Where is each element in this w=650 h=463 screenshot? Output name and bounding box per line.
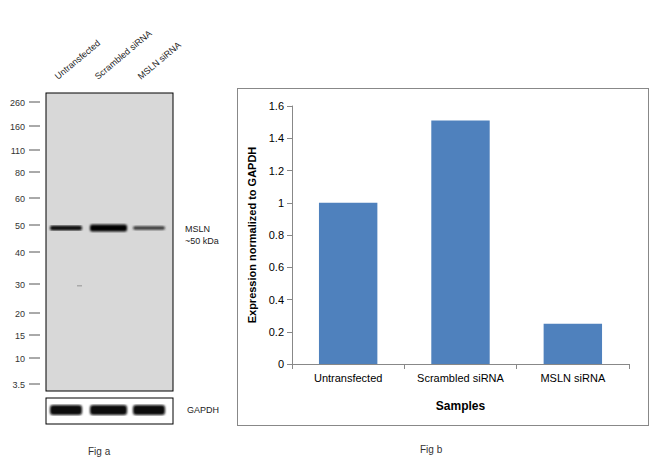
- svg-text:MSLN siRNA: MSLN siRNA: [540, 372, 605, 384]
- svg-text:1.4: 1.4: [269, 132, 284, 144]
- svg-text:GAPDH: GAPDH: [187, 405, 219, 415]
- svg-text:0.2: 0.2: [269, 326, 284, 338]
- svg-text:Expression normalized to GAPDH: Expression normalized to GAPDH: [246, 147, 258, 324]
- svg-text:Untransfected: Untransfected: [52, 37, 103, 82]
- svg-text:Untransfected: Untransfected: [314, 372, 382, 384]
- svg-text:MSLN siRNA: MSLN siRNA: [136, 40, 183, 82]
- svg-text:1.6: 1.6: [269, 100, 284, 112]
- svg-text:MSLN: MSLN: [185, 224, 210, 234]
- svg-text:~50 kDa: ~50 kDa: [185, 236, 219, 246]
- svg-text:60: 60: [15, 194, 25, 204]
- svg-text:10: 10: [15, 354, 25, 364]
- svg-text:0.8: 0.8: [269, 229, 284, 241]
- svg-text:80: 80: [15, 168, 25, 178]
- svg-text:15: 15: [15, 331, 25, 341]
- svg-text:260: 260: [10, 98, 25, 108]
- svg-text:1: 1: [278, 197, 284, 209]
- svg-text:1.2: 1.2: [269, 165, 284, 177]
- svg-text:0.6: 0.6: [269, 261, 284, 273]
- svg-text:Scrambled siRNA: Scrambled siRNA: [92, 28, 154, 82]
- html-text:Fig b: Fig b: [420, 444, 443, 455]
- svg-text:Scrambled siRNA: Scrambled siRNA: [417, 372, 504, 384]
- svg-text:110: 110: [11, 146, 25, 156]
- svg-text:40: 40: [15, 248, 25, 258]
- svg-text:0.4: 0.4: [269, 294, 284, 306]
- svg-text:30: 30: [15, 280, 25, 290]
- svg-text:20: 20: [15, 309, 25, 319]
- svg-text:0: 0: [278, 358, 284, 370]
- svg-text:160: 160: [10, 122, 25, 132]
- svg-text:Samples: Samples: [436, 399, 486, 413]
- svg-text:Fig a: Fig a: [88, 446, 111, 457]
- svg-text:50: 50: [15, 221, 25, 231]
- svg-text:3.5: 3.5: [12, 380, 25, 390]
